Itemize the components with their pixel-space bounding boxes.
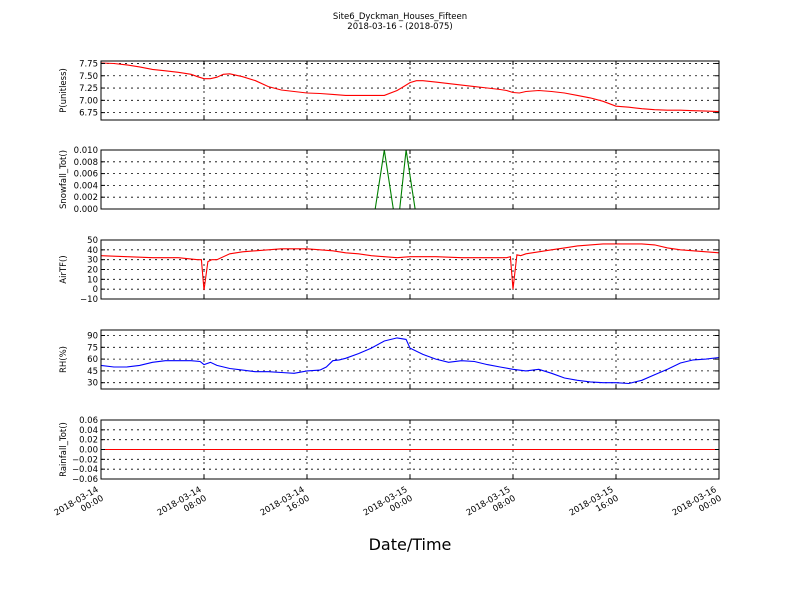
ytick-label-3-4: 30 — [87, 256, 98, 266]
ytick-label-2-0: 0.000 — [74, 205, 98, 215]
ytick-label-5-3: 0.00 — [79, 446, 98, 456]
ytick-label-4-0: 30 — [87, 379, 98, 389]
xtick-label-6: 2018-03-1600:00 — [671, 485, 724, 527]
ytick-label-3-0: −10 — [80, 295, 98, 305]
xtick-label-3: 2018-03-1500:00 — [362, 485, 415, 527]
ytick-label-2-2: 0.004 — [74, 181, 98, 191]
ytick-label-1-4: 7.75 — [79, 59, 98, 69]
ytick-label-5-1: −0.04 — [72, 465, 98, 475]
ytick-label-3-2: 10 — [87, 275, 98, 285]
series-line-4 — [100, 337, 720, 385]
ytick-label-1-1: 7.00 — [79, 96, 98, 106]
xtick-label-5: 2018-03-1516:00 — [568, 485, 621, 527]
y-axis-label-4: RH(%) — [59, 346, 69, 373]
y-axis-label-2: Snowfall_Tot() — [59, 150, 69, 209]
ytick-label-5-6: 0.06 — [79, 416, 98, 426]
panel-frame-1 — [100, 60, 720, 121]
ytick-label-5-0: −0.06 — [72, 475, 98, 485]
ytick-label-1-2: 7.25 — [79, 84, 98, 94]
series-line-1 — [100, 62, 720, 113]
x-axis-tick-labels: 2018-03-1400:00 2018-03-1408:00 2018-03-14… — [53, 485, 724, 527]
y-axis-label-3: AirTF() — [59, 255, 69, 283]
panel-frame-3 — [100, 239, 720, 300]
ytick-label-3-5: 40 — [87, 246, 98, 256]
ytick-label-2-5: 0.010 — [74, 146, 98, 156]
panel-5: −0.06−0.04−0.020.000.020.040.06 Rainfall_… — [59, 416, 720, 485]
ytick-label-3-3: 20 — [87, 266, 98, 276]
ytick-label-4-2: 60 — [87, 355, 98, 365]
ytick-label-4-1: 45 — [87, 367, 98, 377]
ytick-label-5-2: −0.02 — [72, 455, 98, 465]
xtick-label-4: 2018-03-1508:00 — [465, 485, 518, 527]
panel-1: 6.75 7.00 7.25 7.50 7.75 P(unitless) — [59, 59, 720, 121]
ytick-label-5-5: 0.04 — [79, 426, 98, 436]
x-axis-label: Date/Time — [369, 535, 452, 554]
y-axis-label-1: P(unitless) — [59, 68, 69, 113]
series-line-3 — [100, 243, 720, 291]
ytick-label-3-1: 0 — [93, 285, 98, 295]
ytick-label-5-4: 0.02 — [79, 436, 98, 446]
panel-frame-4 — [100, 329, 720, 390]
chart-panels: 6.757.007.257.507.75P(unitless)0.0000.00… — [59, 59, 720, 485]
y-axis-label-5: Rainfall_Tot() — [59, 422, 69, 477]
ytick-label-4-4: 90 — [87, 332, 98, 342]
series-line-2 — [101, 149, 719, 210]
ytick-label-2-3: 0.006 — [74, 170, 98, 180]
chart-title-line1: Site6_Dyckman_Houses_Fifteen — [333, 12, 467, 22]
ytick-label-2-1: 0.002 — [74, 193, 98, 203]
ytick-label-2-4: 0.008 — [74, 158, 98, 168]
xtick-label-0: 2018-03-1400:00 — [53, 485, 106, 527]
ytick-label-3-6: 50 — [87, 236, 98, 246]
ytick-label-4-3: 75 — [87, 343, 98, 353]
ytick-label-1-3: 7.50 — [79, 72, 98, 82]
chart-title-line2: 2018-03-16 - (2018-075) — [347, 22, 452, 32]
xtick-label-1: 2018-03-1408:00 — [156, 485, 209, 527]
xtick-label-2: 2018-03-1416:00 — [259, 485, 312, 527]
panel-frame-2 — [100, 149, 720, 210]
ytick-label-1-0: 6.75 — [79, 109, 98, 119]
